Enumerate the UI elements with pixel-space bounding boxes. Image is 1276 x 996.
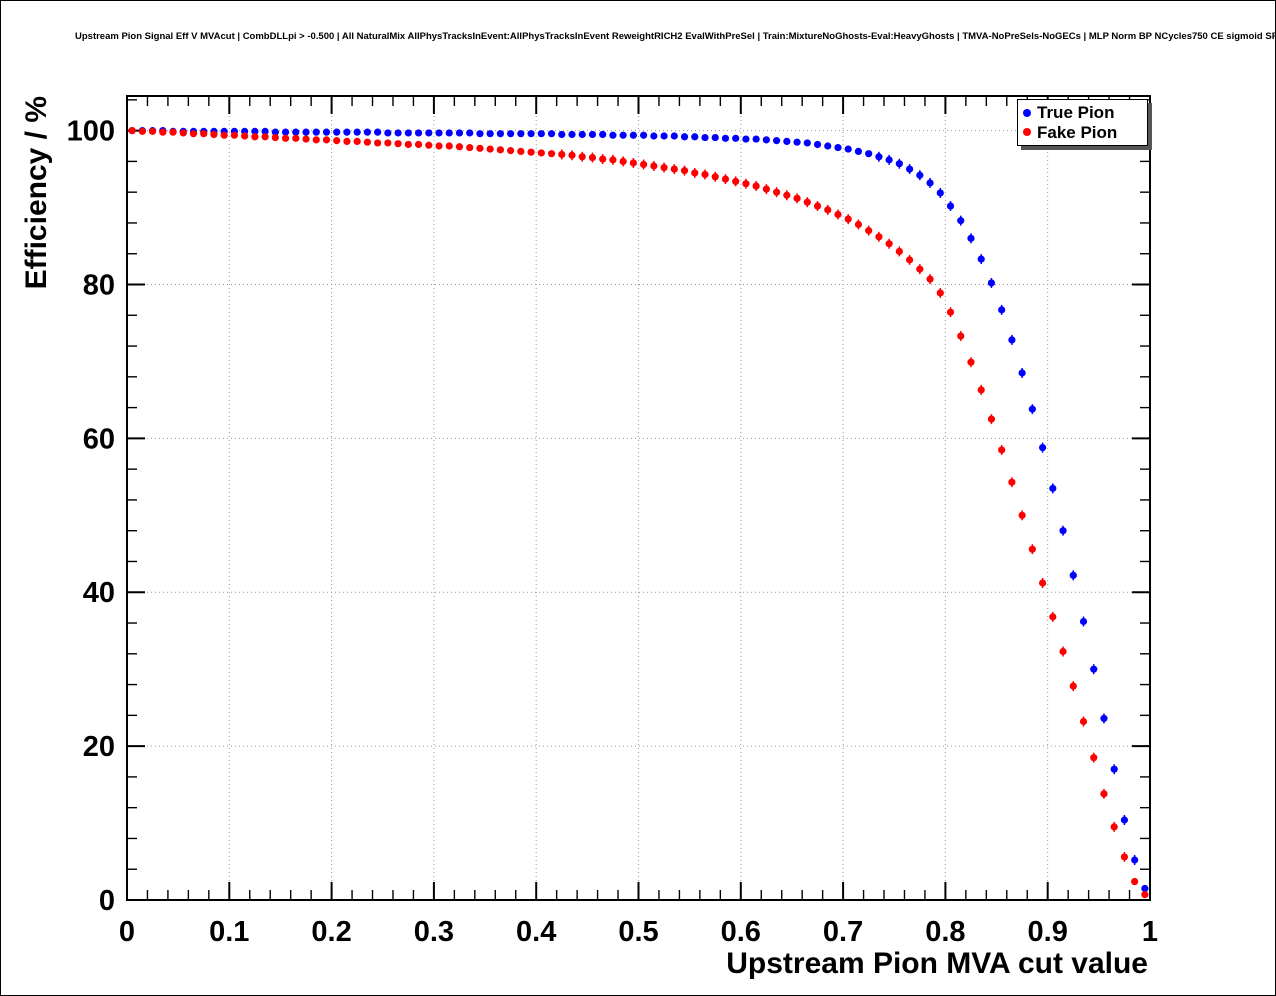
legend: True Pion Fake Pion <box>1017 99 1148 146</box>
x-tick-labels: 0 0.1 0.2 0.3 0.4 0.5 0.6 0.7 0.8 0.9 1 <box>119 916 1158 948</box>
svg-text:0: 0 <box>99 885 115 917</box>
svg-text:0.7: 0.7 <box>823 916 863 948</box>
plot-frame <box>126 95 1151 901</box>
svg-text:0: 0 <box>119 916 135 948</box>
true-pion-marker-icon <box>1023 108 1031 117</box>
series-fake-pion <box>128 127 1149 899</box>
svg-text:20: 20 <box>83 731 115 763</box>
svg-text:0.4: 0.4 <box>516 916 556 948</box>
legend-entry-true-pion: True Pion <box>1018 104 1147 121</box>
fake-pion-marker-icon <box>1023 128 1031 137</box>
legend-label-true-pion: True Pion <box>1037 103 1115 123</box>
svg-text:40: 40 <box>83 577 115 609</box>
y-axis-title: Efficiency / % <box>20 96 53 289</box>
svg-text:0.2: 0.2 <box>311 916 351 948</box>
x-axis-title: Upstream Pion MVA cut value <box>726 947 1148 980</box>
svg-text:0.5: 0.5 <box>618 916 658 948</box>
svg-text:0.6: 0.6 <box>721 916 761 948</box>
svg-text:100: 100 <box>67 116 115 148</box>
legend-entry-fake-pion: Fake Pion <box>1018 124 1147 141</box>
svg-text:1: 1 <box>1142 916 1158 948</box>
svg-text:0.9: 0.9 <box>1028 916 1068 948</box>
svg-text:80: 80 <box>83 269 115 301</box>
plot-title: Upstream Pion Signal Eff V MVAcut | Comb… <box>75 31 1276 42</box>
legend-label-fake-pion: Fake Pion <box>1037 122 1118 142</box>
svg-text:60: 60 <box>83 423 115 455</box>
series-true-pion <box>128 127 1149 893</box>
svg-text:0.3: 0.3 <box>414 916 454 948</box>
y-tick-labels: 0 20 40 60 80 100 <box>67 116 115 917</box>
axis-titles: Upstream Pion MVA cut value Efficiency / … <box>20 96 1148 980</box>
svg-text:0.8: 0.8 <box>925 916 965 948</box>
grid-lines <box>127 96 1150 900</box>
svg-text:0.1: 0.1 <box>209 916 249 948</box>
